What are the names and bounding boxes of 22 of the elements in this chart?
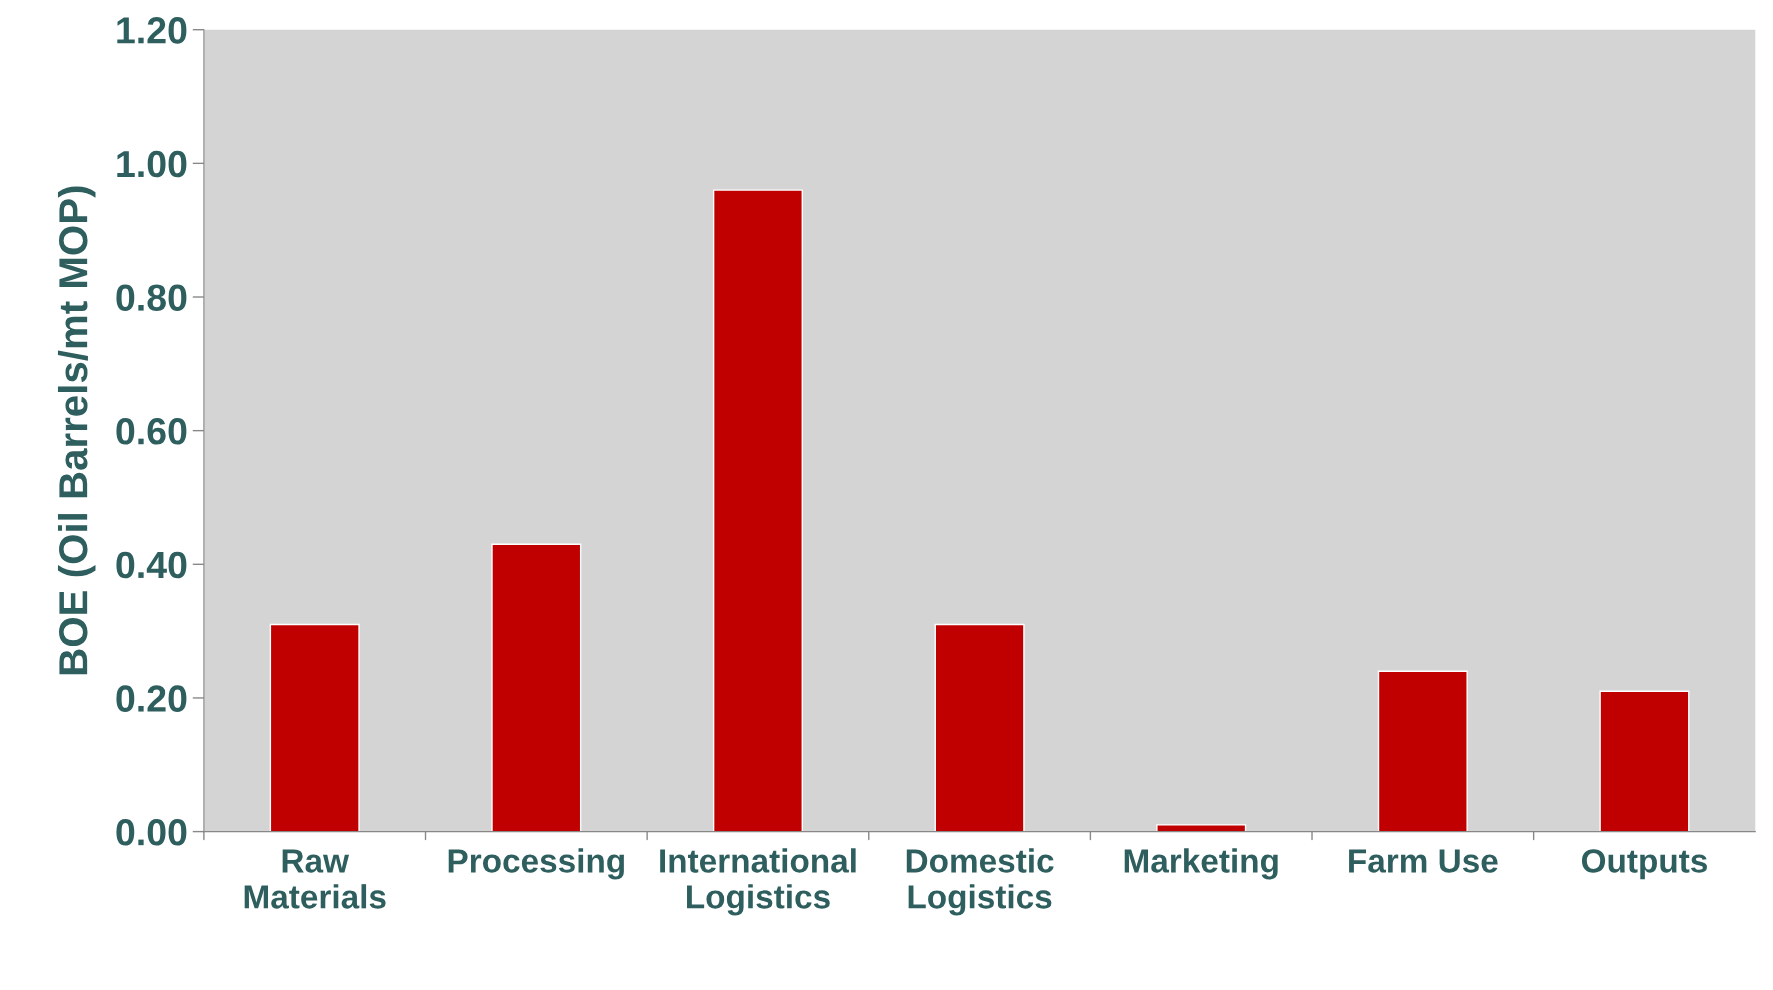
bar	[1156, 824, 1247, 832]
x-tick-label: Farm Use	[1349, 849, 1498, 873]
bar	[491, 543, 582, 832]
x-tick-label: International Logistics	[660, 848, 856, 916]
y-tick-label: 0.20	[116, 685, 187, 712]
x-tick-label: Raw Materials	[244, 849, 386, 909]
y-axis-title: BOE (Oil Barrels/mt MOP)	[57, 186, 96, 675]
y-tick-label: 0.40	[116, 551, 187, 579]
x-tick-label: Processing	[448, 848, 624, 880]
y-tick-label: 1.00	[117, 150, 187, 178]
y-tick-label: 0.80	[116, 284, 187, 311]
x-tick-label: Domestic Logistics	[906, 848, 1054, 916]
x-tick-label: Outputs	[1581, 849, 1707, 880]
x-tick-label: Marketing	[1124, 848, 1278, 880]
bar	[1599, 690, 1690, 832]
bar	[269, 623, 360, 832]
y-tick-label: 0.00	[116, 819, 187, 846]
bar	[934, 623, 1025, 832]
bar	[1377, 670, 1468, 832]
y-tick-label: 0.60	[116, 418, 187, 445]
bar	[712, 189, 803, 832]
y-tick-label: 1.20	[117, 17, 187, 44]
